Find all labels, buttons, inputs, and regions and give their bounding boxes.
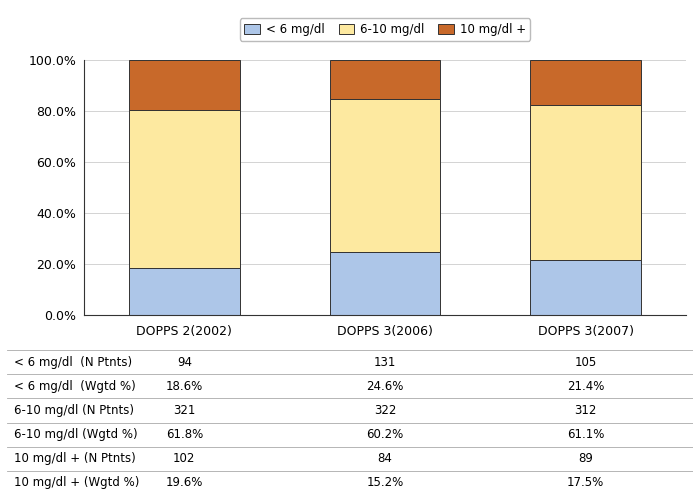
- Text: 84: 84: [377, 452, 393, 465]
- Text: 105: 105: [575, 356, 597, 368]
- Text: 89: 89: [578, 452, 593, 465]
- Text: 19.6%: 19.6%: [166, 476, 203, 490]
- Text: 102: 102: [173, 452, 195, 465]
- Bar: [129, 60, 239, 110]
- Text: 321: 321: [173, 404, 195, 417]
- Text: 21.4%: 21.4%: [567, 380, 604, 393]
- Bar: [330, 252, 440, 315]
- Text: 131: 131: [374, 356, 396, 368]
- Text: 17.5%: 17.5%: [567, 476, 604, 490]
- Text: 312: 312: [575, 404, 597, 417]
- Text: 15.2%: 15.2%: [366, 476, 404, 490]
- Bar: [531, 104, 641, 260]
- Bar: [129, 268, 239, 315]
- Text: 6-10 mg/dl (N Ptnts): 6-10 mg/dl (N Ptnts): [14, 404, 134, 417]
- Text: 18.6%: 18.6%: [166, 380, 203, 393]
- Text: < 6 mg/dl  (N Ptnts): < 6 mg/dl (N Ptnts): [14, 356, 132, 368]
- Bar: [531, 60, 641, 104]
- Text: 94: 94: [177, 356, 192, 368]
- Text: 6-10 mg/dl (Wgtd %): 6-10 mg/dl (Wgtd %): [14, 428, 137, 441]
- Bar: [531, 260, 641, 315]
- Text: 61.8%: 61.8%: [166, 428, 203, 441]
- Text: < 6 mg/dl  (Wgtd %): < 6 mg/dl (Wgtd %): [14, 380, 136, 393]
- Bar: [330, 99, 440, 252]
- Text: 24.6%: 24.6%: [366, 380, 404, 393]
- Text: 61.1%: 61.1%: [567, 428, 604, 441]
- Bar: [330, 60, 440, 99]
- Text: 322: 322: [374, 404, 396, 417]
- Text: 60.2%: 60.2%: [366, 428, 404, 441]
- Bar: [129, 110, 239, 268]
- Text: 10 mg/dl + (N Ptnts): 10 mg/dl + (N Ptnts): [14, 452, 136, 465]
- Legend: < 6 mg/dl, 6-10 mg/dl, 10 mg/dl +: < 6 mg/dl, 6-10 mg/dl, 10 mg/dl +: [239, 18, 531, 41]
- Text: 10 mg/dl + (Wgtd %): 10 mg/dl + (Wgtd %): [14, 476, 139, 490]
